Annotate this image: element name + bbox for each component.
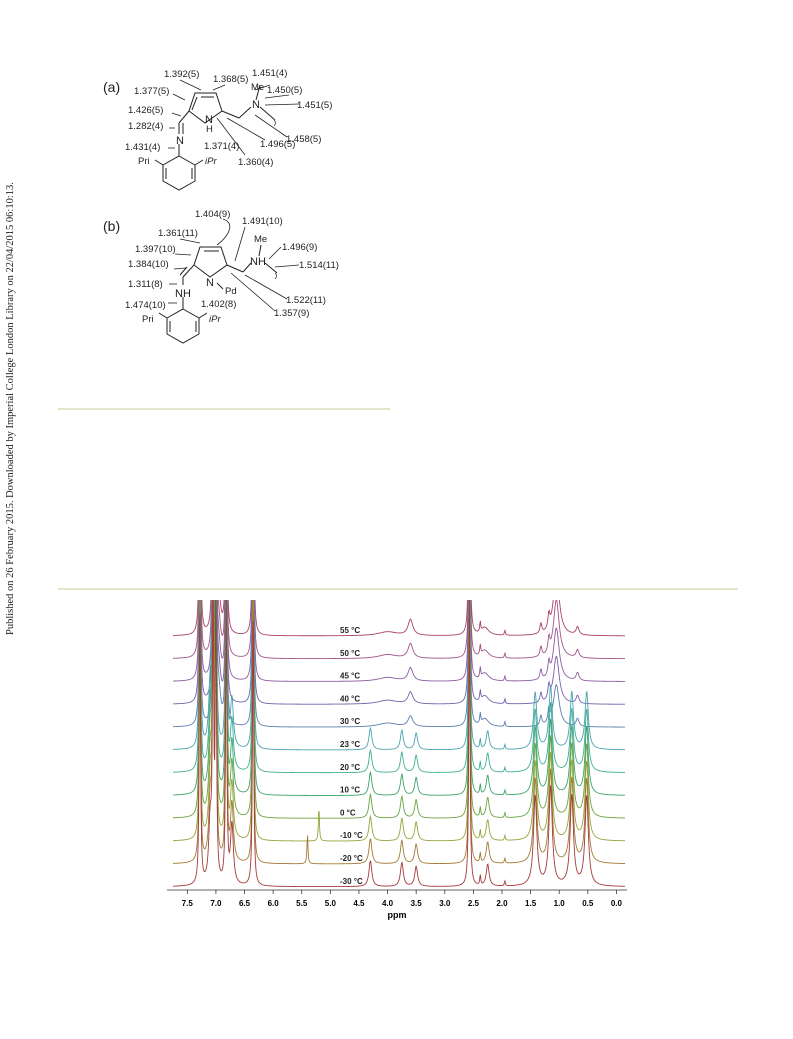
x-tick-label: 4.0 [382,899,394,908]
bond-length: 1.402(8) [201,299,236,310]
temperature-label: 20 °C [340,763,360,772]
x-tick-label: 3.0 [439,899,451,908]
bond-length: 1.514(11) [299,260,339,271]
x-tick-label: 7.0 [210,899,222,908]
atom-label: iPr [209,314,221,325]
spectrum-trace [172,561,626,888]
temperature-label: 40 °C [340,694,360,703]
x-tick-label: 1.0 [554,899,566,908]
bond-length: 1.474(10) [125,300,166,311]
atom-label: N [176,135,184,147]
nmr-spectra-plot: 55 °C 50 °C 45 °C 40 °C 30 °C 23 °C 20 °C 10 °C… [167,559,627,920]
atom-label: iPr [205,156,217,167]
spectrum-trace [172,559,626,774]
temperature-label: -20 °C [340,854,363,863]
separator [58,588,738,590]
spectrum-trace [172,559,625,705]
download-notice-sidebar: Published on 26 February 2015. Downloade… [0,0,30,1039]
bond-length: 1.392(5) [164,69,199,80]
temperature-label: 45 °C [340,672,360,681]
temperature-label: -30 °C [340,877,363,886]
bond-length: 1.377(5) [134,86,169,97]
bond-length: 1.371(4) [204,141,239,152]
temperature-label: 30 °C [340,717,360,726]
structure-b-label: (b) [103,218,120,234]
atom-label: N [252,99,260,111]
bond-length: 1.451(4) [252,68,287,79]
atom-label: Pri [138,156,150,167]
structure-b-drawing: (b) 1.404(9) 1.491(10) 1.361(11) 1.496(9… [103,209,339,344]
bond-length: 1.522(11) [286,295,326,306]
x-tick-label: 6.5 [239,899,251,908]
spectrum-trace [172,559,626,842]
spectrum-trace [172,559,626,865]
structure-b: (b) 1.404(9) 1.491(10) 1.361(11) 1.496(9… [95,205,355,355]
spectrum-trace [172,559,626,660]
bond-length: 1.357(9) [274,308,309,319]
x-tick-label: 7.5 [182,899,194,908]
bond-length: 1.404(9) [195,209,230,220]
bond-length: 1.282(4) [128,121,163,132]
bond-length: 1.450(5) [267,85,302,96]
x-tick-label: 1.5 [525,899,537,908]
bond-length: 1.384(10) [128,259,169,270]
bond-length: 1.491(10) [242,216,283,227]
temperature-label: -10 °C [340,831,363,840]
atom-label: Me [254,234,267,245]
bond-length: 1.368(5) [213,74,248,85]
x-tick-label: 5.0 [325,899,337,908]
spectrum-trace [172,559,626,751]
spectra-traces [172,559,626,888]
bond-length: 1.426(5) [128,105,163,116]
x-tick-label: 6.0 [268,899,280,908]
x-tick-label: 2.0 [496,899,508,908]
atom-label: NH [175,288,191,300]
spectrum-trace [172,559,625,728]
spectrum-trace [172,559,626,819]
x-tick-label: 3.5 [411,899,423,908]
temperature-label: 55 °C [340,626,360,635]
atom-label: N [205,114,213,126]
atom-label: NH [250,256,266,268]
temperature-labels: 55 °C 50 °C 45 °C 40 °C 30 °C 23 °C 20 °C 10 °C… [340,626,363,886]
bond-length: 1.361(11) [158,228,198,239]
x-tick-label: 5.5 [296,899,308,908]
temperature-label: 23 °C [340,740,360,749]
x-tick-label: 0.5 [582,899,594,908]
x-axis-label: ppm [388,910,407,920]
separator [58,408,390,410]
spectrum-trace [172,559,625,682]
bond-length: 1.451(5) [297,100,332,111]
atom-label: Me [251,82,264,93]
bond-length: 1.360(4) [238,157,273,168]
x-tick-label: 4.5 [353,899,365,908]
temperature-label: 50 °C [340,649,360,658]
atom-label: Pd [225,286,237,297]
vt-nmr-figure: 55 °C 50 °C 45 °C 40 °C 30 °C 23 °C 20 °C 10 °C… [165,559,645,930]
atom-label: N [206,277,214,289]
x-axis-ticks: 7.5 7.0 6.5 6.0 5.5 5.0 4.5 4.0 3.5 3.0 2.5 2.0 1.5 1… [182,890,623,908]
spectrum-trace [172,559,625,637]
atom-label: Pri [142,314,154,325]
structure-a-drawing: (a) 1.392(5) 1.368(5) 1.451(4) 1.450(5) … [103,68,332,191]
bond-length: 1.311(8) [128,279,163,290]
bond-length: 1.496(5) [260,139,295,150]
x-tick-label: 0.0 [611,899,623,908]
atom-label: H [206,124,213,135]
spectrum-trace [172,559,626,796]
temperature-label: 0 °C [340,808,356,817]
download-notice: Published on 26 February 2015. Downloade… [5,182,16,635]
bond-length: 1.458(5) [286,134,321,145]
temperature-label: 10 °C [340,786,360,795]
structure-a: (a) 1.392(5) 1.368(5) 1.451(4) 1.450(5) … [95,60,355,195]
bond-length: 1.431(4) [125,142,160,153]
structure-a-label: (a) [103,79,120,95]
bond-length: 1.397(10) [135,244,176,255]
x-tick-label: 2.5 [468,899,480,908]
bond-length: 1.496(9) [282,242,317,253]
